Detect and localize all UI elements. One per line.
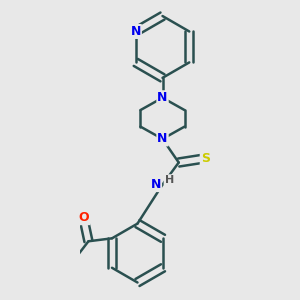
Text: N: N (130, 25, 141, 38)
Text: N: N (157, 91, 168, 104)
Text: S: S (201, 152, 210, 165)
Text: O: O (79, 211, 89, 224)
Text: N: N (151, 178, 161, 191)
Text: N: N (157, 133, 168, 146)
Text: H: H (164, 175, 174, 185)
